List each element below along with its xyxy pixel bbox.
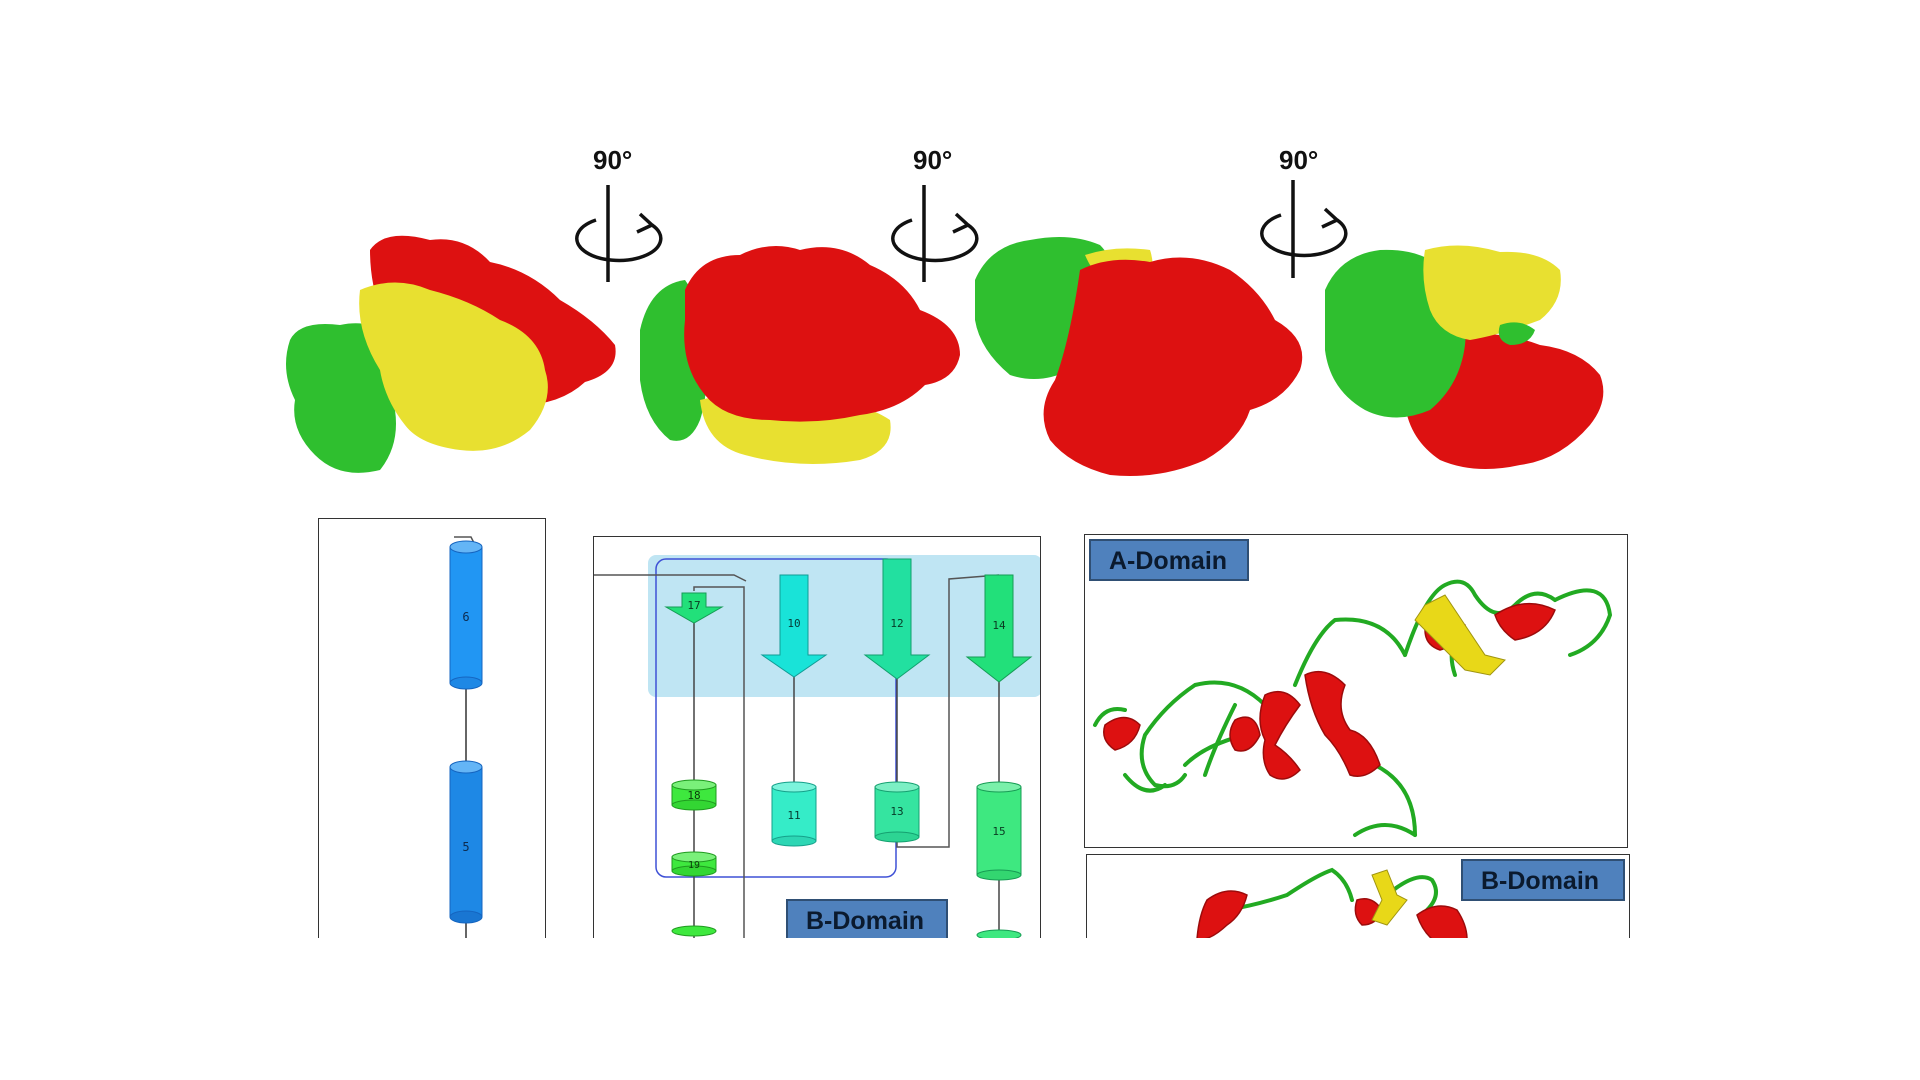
helix-number: 11 [787, 809, 800, 822]
strand-12: 12 [863, 558, 931, 680]
strand-17: 17 [664, 592, 724, 624]
helix-number: 19 [688, 860, 700, 871]
domain-label-b-ribbon: B-Domain [1461, 859, 1625, 901]
ribbon-a-structure [1093, 579, 1613, 837]
helix-19: 19 [671, 851, 717, 877]
strand-10: 10 [760, 574, 828, 678]
helix-number: 5 [462, 840, 469, 854]
rotation-label-3: 90° [1279, 145, 1319, 175]
domain-label-a: A-Domain [1089, 539, 1249, 581]
topology-panel-middle: 17 10 12 14 18 [593, 536, 1041, 938]
strand-14: 14 [965, 574, 1033, 683]
helix-number: 6 [462, 610, 469, 624]
helix-13: 13 [874, 781, 920, 843]
alpha-helix [1196, 890, 1468, 938]
rotate-icon [1260, 180, 1348, 278]
domain-label-b: B-Domain [786, 899, 948, 938]
rotate-icon [891, 185, 979, 282]
rotation-label-1: 90° [593, 145, 633, 175]
topology-left-diagram: 6 5 [449, 536, 483, 938]
helix-15: 15 [976, 781, 1022, 881]
helix-11: 11 [771, 781, 817, 847]
topology-middle-diagram: 17 10 12 14 18 [594, 555, 1040, 938]
strand-number: 12 [890, 617, 903, 630]
protein-surface-view-3 [975, 236, 1303, 476]
protein-surface-view-2 [640, 246, 960, 464]
protein-surface-view-4 [1325, 245, 1604, 469]
strand-number: 17 [687, 599, 700, 612]
coil [1225, 867, 1438, 912]
selection-outline [655, 558, 897, 878]
beta-strand [1414, 594, 1506, 676]
ribbon-panel-b: B-Domain [1086, 854, 1630, 938]
helix-5: 5 [449, 760, 483, 924]
helix-number: 18 [687, 789, 700, 802]
helix-partial [976, 929, 1022, 938]
strand-number: 14 [992, 619, 1006, 632]
rotation-label-2: 90° [913, 145, 953, 175]
beta-strand [1371, 869, 1408, 926]
highlight-box [648, 555, 1040, 697]
coil [1093, 579, 1613, 837]
helix-partial [671, 925, 717, 937]
ribbon-b-structure [1196, 867, 1468, 938]
helix-number: 13 [890, 805, 903, 818]
helix-18: 18 [671, 779, 717, 811]
helix-6: 6 [449, 540, 483, 690]
helix-number: 15 [992, 825, 1005, 838]
alpha-helix [1103, 602, 1556, 780]
protein-surface-view-1 [286, 235, 616, 473]
ribbon-panel-a: A-Domain [1084, 534, 1628, 848]
topology-panel-left: 6 5 [318, 518, 546, 938]
strand-number: 10 [787, 617, 800, 630]
surface-views [286, 180, 1604, 476]
rotate-icon [575, 185, 663, 282]
